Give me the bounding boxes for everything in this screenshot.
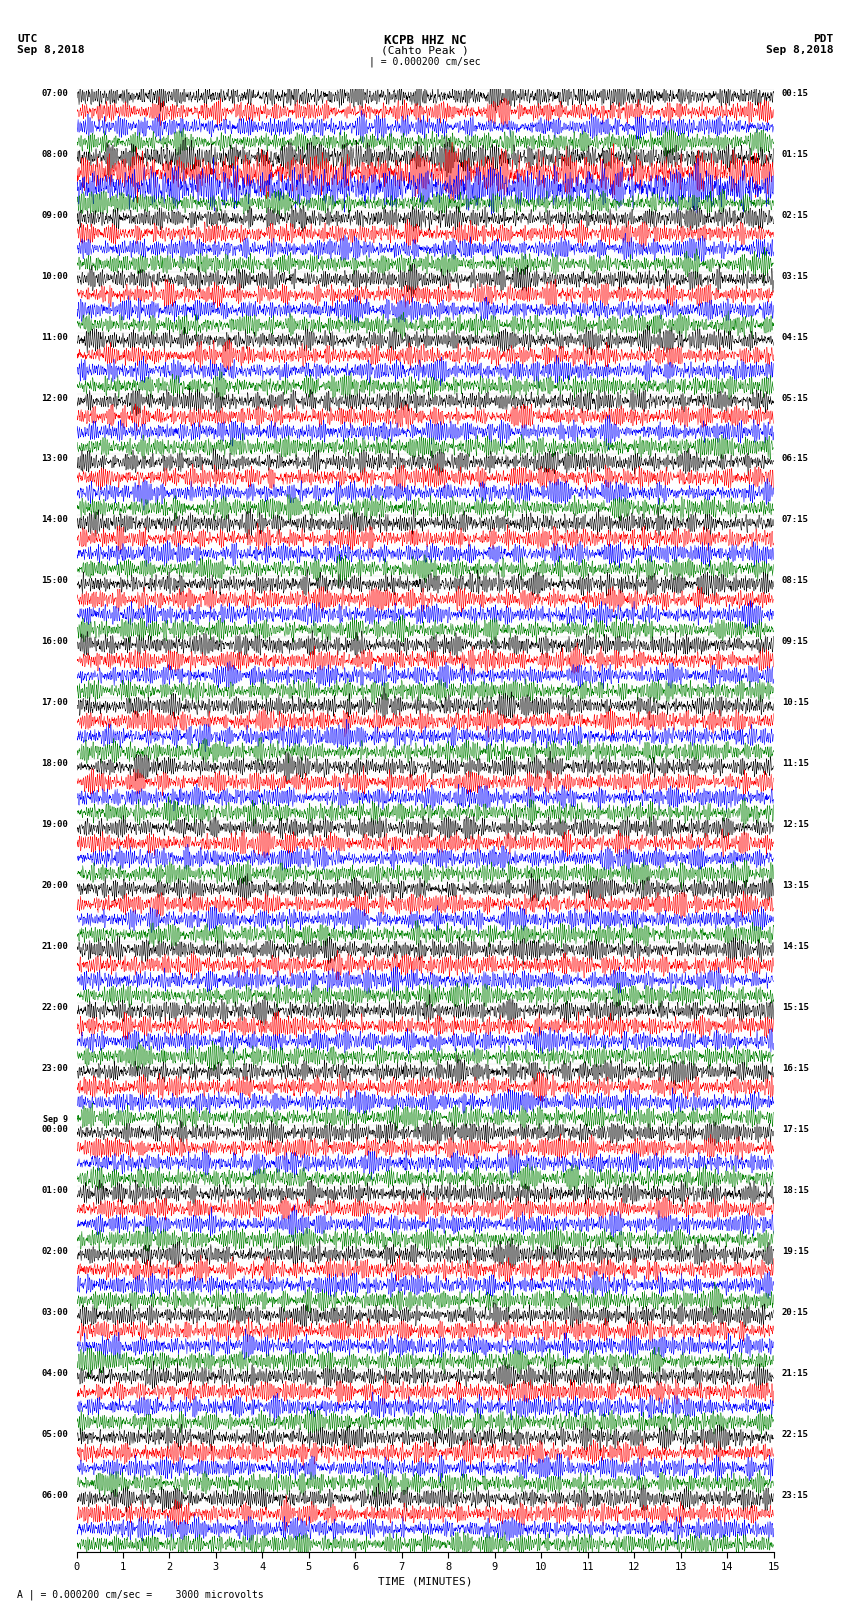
Text: 04:15: 04:15 — [782, 332, 808, 342]
Text: 03:00: 03:00 — [42, 1308, 68, 1316]
Text: 01:15: 01:15 — [782, 150, 808, 158]
Text: 14:15: 14:15 — [782, 942, 808, 952]
Text: 06:00: 06:00 — [42, 1490, 68, 1500]
Text: Sep 8,2018: Sep 8,2018 — [766, 45, 833, 55]
Text: A | = 0.000200 cm/sec =    3000 microvolts: A | = 0.000200 cm/sec = 3000 microvolts — [17, 1589, 264, 1600]
Text: 23:00: 23:00 — [42, 1065, 68, 1073]
Text: Sep 9: Sep 9 — [43, 1115, 68, 1124]
Text: 03:15: 03:15 — [782, 271, 808, 281]
Text: 05:15: 05:15 — [782, 394, 808, 403]
Text: 10:15: 10:15 — [782, 698, 808, 706]
Text: 10:00: 10:00 — [42, 271, 68, 281]
Text: 13:15: 13:15 — [782, 881, 808, 890]
Text: 11:15: 11:15 — [782, 760, 808, 768]
Text: 16:15: 16:15 — [782, 1065, 808, 1073]
Text: (Cahto Peak ): (Cahto Peak ) — [381, 45, 469, 55]
Text: 21:15: 21:15 — [782, 1369, 808, 1378]
Text: 06:15: 06:15 — [782, 455, 808, 463]
Text: 21:00: 21:00 — [42, 942, 68, 952]
Text: 08:00: 08:00 — [42, 150, 68, 158]
Text: 08:15: 08:15 — [782, 576, 808, 586]
Text: KCPB HHZ NC: KCPB HHZ NC — [383, 34, 467, 47]
Text: Sep 8,2018: Sep 8,2018 — [17, 45, 84, 55]
Text: 19:15: 19:15 — [782, 1247, 808, 1257]
Text: 11:00: 11:00 — [42, 332, 68, 342]
Text: | = 0.000200 cm/sec: | = 0.000200 cm/sec — [369, 56, 481, 68]
Text: 02:00: 02:00 — [42, 1247, 68, 1257]
Text: PDT: PDT — [813, 34, 833, 44]
Text: 16:00: 16:00 — [42, 637, 68, 647]
Text: 04:00: 04:00 — [42, 1369, 68, 1378]
Text: 13:00: 13:00 — [42, 455, 68, 463]
Text: 18:00: 18:00 — [42, 760, 68, 768]
X-axis label: TIME (MINUTES): TIME (MINUTES) — [377, 1576, 473, 1586]
Text: 20:15: 20:15 — [782, 1308, 808, 1316]
Text: 09:00: 09:00 — [42, 211, 68, 219]
Text: 01:00: 01:00 — [42, 1186, 68, 1195]
Text: 00:15: 00:15 — [782, 89, 808, 98]
Text: 07:15: 07:15 — [782, 516, 808, 524]
Text: 18:15: 18:15 — [782, 1186, 808, 1195]
Text: 00:00: 00:00 — [42, 1124, 68, 1134]
Text: 15:00: 15:00 — [42, 576, 68, 586]
Text: 17:15: 17:15 — [782, 1124, 808, 1134]
Text: 14:00: 14:00 — [42, 516, 68, 524]
Text: 07:00: 07:00 — [42, 89, 68, 98]
Text: 23:15: 23:15 — [782, 1490, 808, 1500]
Text: UTC: UTC — [17, 34, 37, 44]
Text: 09:15: 09:15 — [782, 637, 808, 647]
Text: 19:00: 19:00 — [42, 821, 68, 829]
Text: 22:15: 22:15 — [782, 1429, 808, 1439]
Text: 12:15: 12:15 — [782, 821, 808, 829]
Text: 17:00: 17:00 — [42, 698, 68, 706]
Text: 02:15: 02:15 — [782, 211, 808, 219]
Text: 15:15: 15:15 — [782, 1003, 808, 1011]
Text: 05:00: 05:00 — [42, 1429, 68, 1439]
Text: 22:00: 22:00 — [42, 1003, 68, 1011]
Text: 12:00: 12:00 — [42, 394, 68, 403]
Text: 20:00: 20:00 — [42, 881, 68, 890]
